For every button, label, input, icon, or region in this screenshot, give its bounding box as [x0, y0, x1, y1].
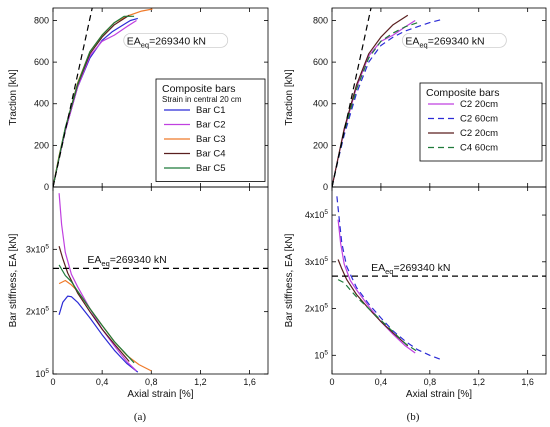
y-tick-label: 600 [313, 57, 328, 67]
series-line [337, 219, 416, 354]
x-tick-label: 0 [329, 377, 334, 387]
x-axis-label: Axial strain [%] [127, 389, 193, 400]
equivalent-stiffness-annotation: EAeq=269340 kN [87, 254, 166, 268]
series-group [53, 8, 153, 187]
x-tick-label: 0,8 [424, 377, 437, 387]
equivalent-stiffness-annotation: EAeq=269340 kN [127, 35, 206, 49]
y-tick-label: 3x105 [26, 243, 50, 254]
legend-label: Bar C3 [196, 134, 226, 145]
panel-label-a: (a) [134, 411, 147, 423]
equivalent-stiffness-annotation: EAeq=269340 kN [405, 35, 484, 49]
series-group [332, 8, 443, 187]
legend-label: Bar C1 [196, 105, 226, 116]
y-axis-label: Bar stiffness, EA [kN] [284, 233, 295, 327]
series-line [332, 19, 416, 187]
plot-frame [331, 186, 547, 375]
y-tick-label: 400 [34, 99, 49, 109]
series-line [58, 246, 130, 362]
series-line [332, 22, 418, 187]
y-tick-label: 0 [44, 182, 49, 192]
equivalent-stiffness-annotation: EAeq=269340 kN [371, 262, 450, 276]
panel-a-stiffness-chart: 105 2x105 3x105 0 0,4 0,8 1,2 1,6 Bar stiffness,… [8, 186, 269, 400]
y-tick-label: 400 [313, 99, 328, 109]
legend-label: C2 60cm [460, 114, 498, 125]
series-line [58, 193, 137, 372]
legend-label: Bar C2 [196, 120, 226, 131]
y-tick-label: 600 [34, 57, 49, 67]
y-tick-label: 105 [314, 349, 328, 360]
legend-label: C2 20cm [460, 99, 498, 110]
panel-b-traction-chart: 0 200 400 600 800 Traction [kN] EAeq=269340 kN… [284, 7, 547, 192]
series-line [58, 264, 135, 364]
plot-frame [52, 186, 269, 375]
y-axis-label: Traction [kN] [8, 69, 19, 126]
annotation-box [123, 32, 229, 48]
y-tick-label: 2x105 [26, 306, 50, 317]
y-tick-label: 2x105 [305, 303, 329, 314]
equivalent-stiffness-line [332, 8, 372, 187]
legend-subtitle: Strain in central 20 cm [162, 95, 242, 104]
series-line [58, 295, 139, 373]
x-tick-label: 1,2 [472, 377, 485, 387]
series-line [53, 15, 135, 187]
series-line [332, 14, 409, 187]
x-tick-label: 1,6 [243, 377, 256, 387]
legend-label: C2 20cm [460, 128, 498, 139]
series-group [53, 193, 268, 373]
legend-title: Composite bars [426, 87, 500, 99]
panel-label-b: (b) [407, 411, 420, 423]
series-line [336, 196, 443, 361]
x-tick-label: 0,4 [96, 377, 109, 387]
annotation-box [401, 32, 507, 48]
y-tick-label: 3x105 [305, 256, 329, 267]
series-line [58, 279, 152, 372]
series-group [332, 196, 546, 361]
y-tick-label: 800 [313, 15, 328, 25]
y-axis-label: Traction [kN] [284, 69, 295, 126]
x-tick-label: 1,2 [194, 377, 207, 387]
equivalent-stiffness-line [53, 8, 93, 187]
series-line [337, 259, 409, 347]
y-tick-label: 4x105 [305, 209, 329, 220]
legend-label: C4 60cm [460, 143, 498, 154]
y-tick-label: 200 [313, 140, 328, 150]
series-line [53, 14, 130, 187]
legend-label: Bar C5 [196, 163, 226, 174]
series-line [337, 279, 418, 353]
legend-title: Composite bars [162, 83, 236, 95]
legend-label: Bar C4 [196, 149, 226, 160]
panel-b-stiffness-chart: 105 2x105 3x105 4x105 0 0,4 0,8 1,2 1,6 Bar stiff… [284, 186, 547, 400]
y-axis-label: Bar stiffness, EA [kN] [8, 233, 19, 327]
x-tick-label: 0,4 [375, 377, 388, 387]
x-tick-label: 1,6 [521, 377, 534, 387]
y-tick-label: 200 [34, 140, 49, 150]
x-tick-label: 0 [50, 377, 55, 387]
legend-box [155, 78, 266, 182]
panel-a-traction-chart: 0 200 400 600 800 Traction [kN] EAeq=269340 kN… [8, 7, 269, 192]
y-tick-label: 105 [35, 368, 49, 379]
y-tick-label: 800 [34, 15, 49, 25]
x-tick-label: 0,8 [145, 377, 158, 387]
x-axis-label: Axial strain [%] [406, 389, 472, 400]
y-tick-label: 0 [323, 182, 328, 192]
